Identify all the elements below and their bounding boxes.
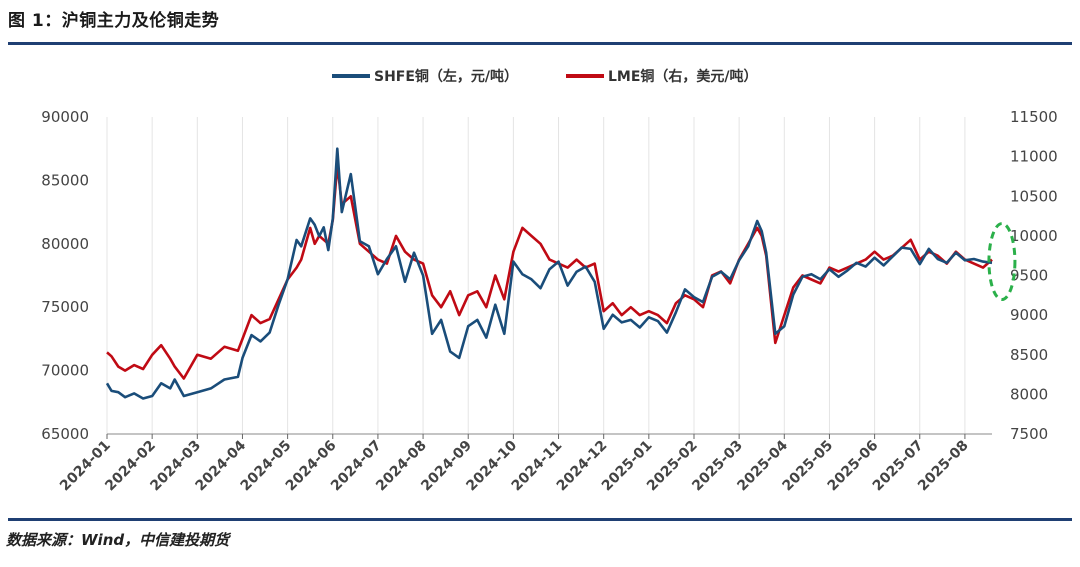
latest-value-highlight <box>987 222 1017 302</box>
y-right-tick-label: 11500 <box>1010 108 1058 126</box>
source-note: 数据来源：Wind，中信建投期货 <box>6 531 230 549</box>
y-left-tick-label: 65000 <box>41 425 89 443</box>
y-left-tick-label: 85000 <box>41 171 89 189</box>
source-rule <box>8 518 1072 521</box>
legend-label-shfe: SHFE铜（左，元/吨） <box>374 68 518 85</box>
y-right-tick-label: 11000 <box>1010 148 1058 166</box>
figure-title: 图 1：沪铜主力及伦铜走势 <box>8 11 220 31</box>
y-right-tick-label: 8500 <box>1010 346 1048 364</box>
grid-lines <box>106 117 966 434</box>
title-rule <box>8 42 1072 45</box>
y-left-tick-label: 90000 <box>41 108 89 126</box>
series-line-lme <box>106 163 993 380</box>
y-left-tick-label: 70000 <box>41 362 89 380</box>
x-axis: 2024-012024-022024-032024-042024-052024-… <box>57 434 972 494</box>
y-axis-right: 7500 8000 8500 9000 9500 10000 10500 11000 11500 <box>1010 108 1058 443</box>
price-line-chart: 2024-012024-022024-032024-042024-052024-… <box>41 68 1058 494</box>
series-lines <box>105 147 993 400</box>
y-axis-left: 65000 70000 75000 80000 85000 90000 <box>41 108 89 443</box>
series-line-shfe <box>105 147 993 400</box>
legend-label-lme: LME铜（右，美元/吨） <box>608 68 758 85</box>
y-right-tick-label: 9500 <box>1010 267 1048 285</box>
y-left-tick-label: 80000 <box>41 235 89 253</box>
y-right-tick-label: 8000 <box>1010 385 1048 403</box>
y-right-tick-label: 10000 <box>1010 227 1058 245</box>
y-right-tick-label: 9000 <box>1010 306 1048 324</box>
y-left-tick-label: 75000 <box>41 298 89 316</box>
y-right-tick-label: 10500 <box>1010 187 1058 205</box>
legend: SHFE铜（左，元/吨） LME铜（右，美元/吨） <box>332 68 758 85</box>
y-right-tick-label: 7500 <box>1010 425 1048 443</box>
